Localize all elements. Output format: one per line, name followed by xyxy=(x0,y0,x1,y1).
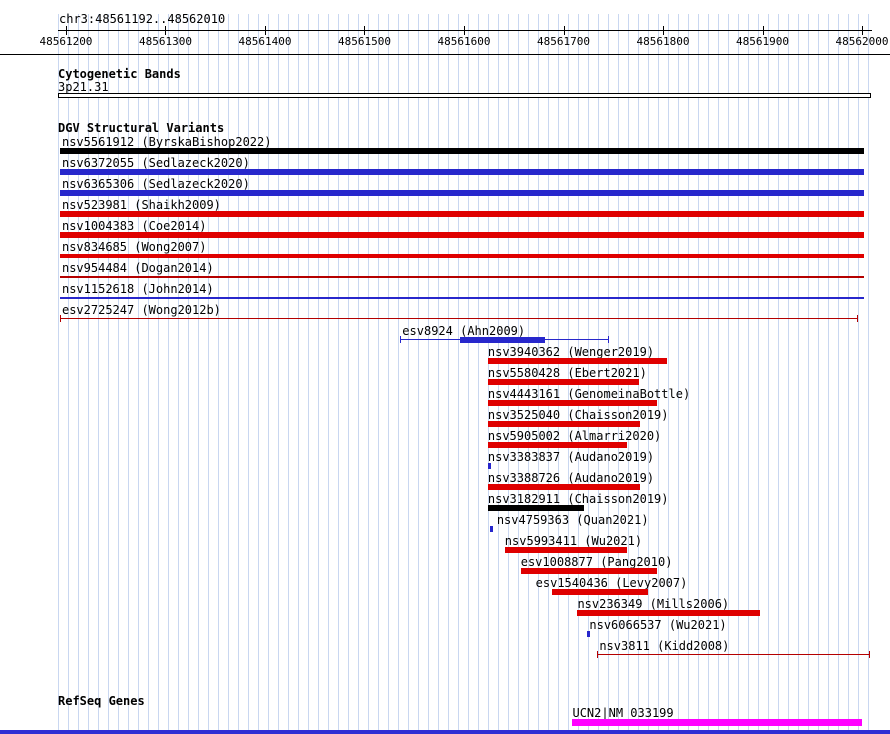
variant-bar[interactable] xyxy=(59,190,865,196)
variant-bar[interactable] xyxy=(59,211,865,217)
variant-bar[interactable] xyxy=(400,336,402,343)
variant-label[interactable]: nsv3383837 (Audano2019) xyxy=(487,450,655,464)
gene-bar[interactable] xyxy=(572,719,863,726)
variant-label[interactable]: nsv6372055 (Sedlazeck2020) xyxy=(61,156,250,170)
separator-line xyxy=(0,54,890,55)
variant-bar[interactable] xyxy=(487,505,585,511)
variant-bar[interactable] xyxy=(59,169,865,175)
variant-bar[interactable] xyxy=(487,484,641,490)
variant-bar[interactable] xyxy=(59,254,865,258)
ruler-tick-label: 48561900 xyxy=(736,35,790,48)
variant-bar[interactable] xyxy=(577,610,760,616)
ruler-tick-label: 48561400 xyxy=(238,35,292,48)
variant-label[interactable]: nsv4759363 (Quan2021) xyxy=(496,513,649,527)
variant-bar[interactable] xyxy=(59,297,865,299)
ruler-tick xyxy=(563,26,565,35)
variant-label[interactable]: nsv3525040 (Chaisson2019) xyxy=(487,408,669,422)
variant-label[interactable]: nsv954484 (Dogan2014) xyxy=(61,261,214,275)
variant-label[interactable]: nsv5580428 (Ebert2021) xyxy=(487,366,647,380)
variant-bar[interactable] xyxy=(587,631,591,637)
variant-label[interactable]: nsv3940362 (Wenger2019) xyxy=(487,345,655,359)
variant-bar[interactable] xyxy=(59,315,61,322)
region-title: chr3:48561192..48562010 xyxy=(59,12,226,26)
variant-bar[interactable] xyxy=(59,232,865,238)
variant-bar[interactable] xyxy=(59,148,865,154)
variant-label[interactable]: nsv5993411 (Wu2021) xyxy=(504,534,643,548)
variant-label[interactable]: nsv3182911 (Chaisson2019) xyxy=(487,492,669,506)
ruler-tick-label: 48561500 xyxy=(337,35,391,48)
cytoband-label: 3p21.31 xyxy=(58,80,109,94)
ruler-tick-label: 48561700 xyxy=(537,35,590,48)
gene-label[interactable]: UCN2|NM_033199 xyxy=(572,706,674,720)
variant-label[interactable]: esv1540436 (Levy2007) xyxy=(535,576,688,590)
ruler-tick-label: 48561800 xyxy=(636,35,690,48)
variant-bar[interactable] xyxy=(520,568,658,574)
dgv-structural-variants-header: DGV Structural Variants xyxy=(58,121,225,135)
variant-bar[interactable] xyxy=(869,651,870,658)
variant-bar[interactable] xyxy=(857,315,859,322)
ruler-tick xyxy=(762,26,764,35)
variant-bar[interactable] xyxy=(487,400,658,406)
variant-label[interactable]: esv8924 (Ahn2009) xyxy=(402,324,526,338)
variant-label[interactable]: nsv236349 (Mills2006) xyxy=(577,597,730,611)
ruler-tick xyxy=(663,26,665,35)
variant-bar[interactable] xyxy=(487,442,628,448)
variant-label[interactable]: nsv834685 (Wong2007) xyxy=(61,240,207,254)
ruler-tick-label: 48561600 xyxy=(437,35,491,48)
variant-bar[interactable] xyxy=(489,526,493,532)
ruler-tick xyxy=(65,26,67,35)
ruler-tick-label: 48561300 xyxy=(138,35,192,48)
variant-label[interactable]: nsv523981 (Shaikh2009) xyxy=(61,198,221,212)
variant-bar[interactable] xyxy=(460,337,545,343)
variant-label[interactable]: esv2725247 (Wong2012b) xyxy=(61,303,221,317)
ruler-axis xyxy=(58,30,872,31)
variant-bar[interactable] xyxy=(597,651,599,658)
ruler-tick-label: 48561200 xyxy=(39,35,93,48)
variant-label[interactable]: nsv3811 (Kidd2008) xyxy=(599,639,730,653)
variant-label[interactable]: nsv6365306 (Sedlazeck2020) xyxy=(61,177,250,191)
cytoband-bar[interactable] xyxy=(58,93,871,98)
variant-label[interactable]: esv1008877 (Pang2010) xyxy=(520,555,673,569)
variant-bar[interactable] xyxy=(59,318,859,319)
variant-bar[interactable] xyxy=(487,463,491,469)
refseq-genes-header: RefSeq Genes xyxy=(58,694,145,708)
ruler-tick-label: 48562000 xyxy=(835,35,889,48)
variant-label[interactable]: nsv6066537 (Wu2021) xyxy=(589,618,727,632)
variant-label[interactable]: nsv4443161 (GenomeinaBottle) xyxy=(487,387,691,401)
ruler-tick xyxy=(165,26,167,35)
variant-bar[interactable] xyxy=(597,654,870,655)
variant-bar[interactable] xyxy=(551,589,649,595)
variant-bar[interactable] xyxy=(487,358,667,364)
bottom-border xyxy=(0,730,890,734)
variant-bar[interactable] xyxy=(608,336,610,343)
variant-bar[interactable] xyxy=(487,379,640,385)
variant-bar[interactable] xyxy=(504,547,628,553)
ruler-tick xyxy=(364,26,366,35)
ruler-tick xyxy=(862,26,864,35)
cytogenetic-bands-header: Cytogenetic Bands xyxy=(58,67,181,81)
variant-bar[interactable] xyxy=(59,276,865,278)
variant-label[interactable]: nsv5561912 (ByrskaBishop2022) xyxy=(61,135,272,149)
ruler-tick xyxy=(464,26,465,35)
variant-label[interactable]: nsv1004383 (Coe2014) xyxy=(61,219,207,233)
ruler-tick xyxy=(264,26,266,35)
variant-label[interactable]: nsv1152618 (John2014) xyxy=(61,282,214,296)
variant-label[interactable]: nsv5905002 (Almarri2020) xyxy=(487,429,662,443)
variant-label[interactable]: nsv3388726 (Audano2019) xyxy=(487,471,655,485)
variant-bar[interactable] xyxy=(487,421,641,427)
